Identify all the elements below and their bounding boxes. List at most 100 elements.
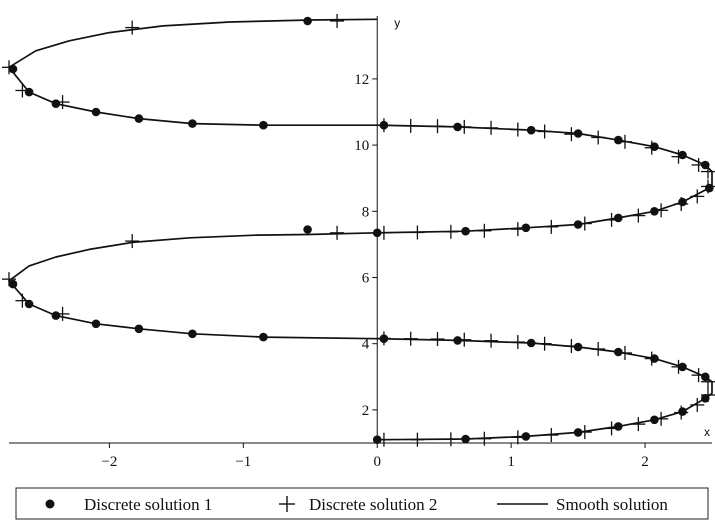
legend-cross-icon bbox=[279, 496, 295, 512]
data-point-cross bbox=[577, 425, 592, 440]
data-point-cross bbox=[674, 197, 689, 212]
data-point-cross bbox=[544, 428, 559, 443]
smooth-solution-series bbox=[8, 18, 713, 441]
data-point-cross bbox=[537, 336, 552, 351]
data-point-cross bbox=[564, 339, 579, 354]
data-point-cross bbox=[2, 60, 16, 75]
data-point-dot bbox=[134, 114, 144, 123]
data-point-cross bbox=[330, 13, 345, 28]
data-point-dot bbox=[91, 107, 101, 117]
y-tick-label: 8 bbox=[362, 204, 370, 220]
legend-item-discrete-solution-1: Discrete solution 1 bbox=[84, 495, 212, 514]
data-point-cross bbox=[654, 203, 669, 218]
legend-item-smooth-solution: Smooth solution bbox=[556, 495, 668, 514]
y-tick-label: 10 bbox=[354, 138, 369, 154]
data-point-cross bbox=[510, 222, 525, 237]
data-point-dot bbox=[573, 220, 583, 229]
data-point-dot bbox=[24, 87, 34, 97]
discrete-solution-2-series bbox=[2, 13, 715, 447]
data-point-cross bbox=[484, 120, 499, 135]
y-axis-label: y bbox=[394, 16, 400, 30]
data-point-cross bbox=[457, 119, 472, 134]
data-point-cross bbox=[477, 223, 492, 238]
data-point-cross bbox=[700, 164, 715, 179]
data-point-cross bbox=[484, 333, 499, 348]
data-point-cross bbox=[510, 335, 525, 350]
data-point-dot bbox=[526, 125, 536, 135]
x-tick-label: 0 bbox=[373, 454, 381, 470]
data-point-cross bbox=[691, 368, 706, 383]
data-point-dot bbox=[614, 135, 623, 145]
data-point-cross bbox=[690, 397, 705, 412]
data-point-dot bbox=[521, 432, 531, 441]
data-point-dot bbox=[614, 347, 623, 357]
data-point-cross bbox=[457, 332, 472, 347]
data-point-cross bbox=[654, 411, 669, 426]
data-point-cross bbox=[591, 341, 606, 356]
data-point-cross bbox=[410, 225, 425, 240]
data-point-dot bbox=[188, 119, 197, 128]
data-point-cross bbox=[15, 293, 30, 308]
data-point-dot bbox=[51, 311, 61, 320]
data-point-dot bbox=[8, 279, 18, 289]
data-point-dot bbox=[303, 225, 312, 234]
data-point-cross bbox=[376, 118, 391, 133]
data-point-dot bbox=[650, 207, 659, 216]
data-point-dot bbox=[51, 99, 61, 108]
data-point-cross bbox=[376, 432, 391, 447]
data-point-dot bbox=[453, 336, 462, 345]
data-point-cross bbox=[55, 306, 70, 321]
data-point-cross bbox=[125, 20, 140, 35]
data-point-dot bbox=[521, 223, 531, 233]
data-point-cross bbox=[671, 359, 686, 374]
data-point-cross bbox=[644, 140, 659, 155]
x-tick-label: 1 bbox=[507, 454, 515, 470]
data-point-dot bbox=[91, 319, 101, 329]
legend-item-discrete-solution-2: Discrete solution 2 bbox=[309, 495, 437, 514]
data-point-cross bbox=[477, 431, 492, 446]
data-point-cross bbox=[410, 432, 425, 447]
y-tick-label: 6 bbox=[362, 270, 370, 286]
data-point-cross bbox=[376, 225, 391, 240]
data-point-cross bbox=[700, 388, 715, 403]
legend: Discrete solution 1 Discrete solution 2 … bbox=[15, 487, 709, 520]
data-point-dot bbox=[573, 129, 583, 138]
data-point-cross bbox=[510, 122, 525, 137]
data-point-cross bbox=[55, 95, 70, 110]
data-point-cross bbox=[510, 430, 525, 445]
data-point-cross bbox=[700, 374, 715, 389]
data-point-dot bbox=[678, 407, 687, 416]
data-point-dot bbox=[573, 342, 583, 352]
data-point-cross bbox=[674, 405, 689, 420]
data-point-dot bbox=[705, 183, 714, 193]
y-tick-label: 2 bbox=[362, 403, 370, 419]
data-point-cross bbox=[604, 421, 619, 436]
smooth-solution-line bbox=[8, 18, 713, 441]
data-point-dot bbox=[259, 332, 268, 342]
data-point-dot bbox=[526, 338, 536, 348]
data-point-dot bbox=[461, 226, 470, 236]
data-point-dot bbox=[678, 197, 687, 207]
data-point-dot bbox=[8, 64, 18, 74]
data-point-dot bbox=[614, 422, 623, 431]
data-point-dot bbox=[134, 324, 144, 334]
data-point-cross bbox=[430, 119, 445, 134]
data-point-dot bbox=[188, 329, 197, 339]
data-point-cross bbox=[631, 417, 646, 432]
data-point-cross bbox=[604, 212, 619, 227]
y-tick-label: 12 bbox=[354, 72, 369, 88]
data-point-cross bbox=[691, 157, 706, 172]
data-point-cross bbox=[577, 216, 592, 231]
data-point-cross bbox=[430, 332, 445, 347]
data-point-cross bbox=[125, 234, 140, 249]
discrete-solution-1-series bbox=[8, 16, 714, 445]
data-point-cross bbox=[376, 331, 391, 346]
data-point-cross bbox=[644, 351, 659, 366]
data-point-dot bbox=[678, 150, 687, 160]
x-tick-label: −2 bbox=[101, 454, 117, 470]
data-point-cross bbox=[2, 272, 16, 287]
data-point-dot bbox=[614, 213, 623, 223]
data-point-cross bbox=[403, 118, 418, 133]
